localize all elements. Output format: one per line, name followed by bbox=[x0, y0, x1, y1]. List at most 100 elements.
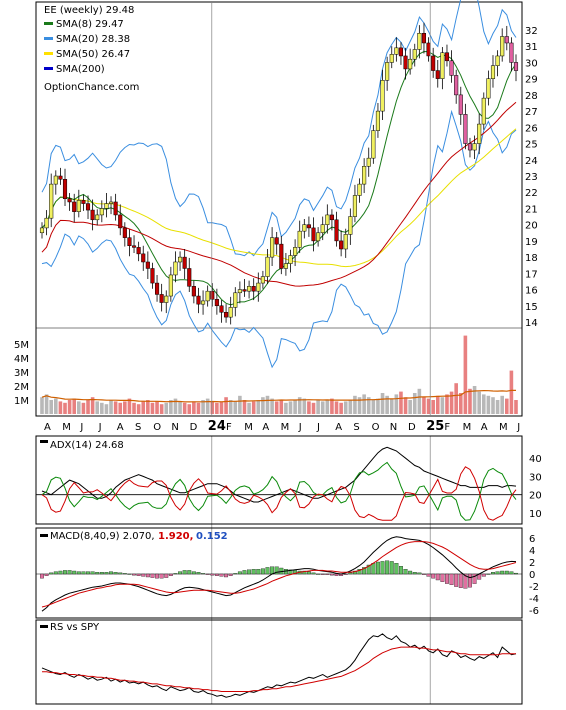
macd-hist-bar-50 bbox=[270, 566, 275, 575]
macd-hist-bar-17 bbox=[118, 572, 123, 575]
volume-bar-8 bbox=[77, 401, 81, 414]
month-label-23: M bbox=[463, 422, 472, 433]
macd-hist-bar-29 bbox=[173, 573, 178, 575]
candle-body-30 bbox=[178, 256, 183, 263]
month-label-14: J bbox=[298, 422, 302, 433]
candle-body-82 bbox=[417, 32, 422, 50]
adx-title: ADX(14) 24.68 bbox=[50, 440, 124, 451]
candle-body-67 bbox=[348, 216, 353, 235]
macd-tick-4: 4 bbox=[529, 546, 535, 557]
adx-line bbox=[41, 446, 517, 503]
price-tick-27: 27 bbox=[525, 107, 538, 118]
candle-body-95 bbox=[477, 123, 482, 144]
candle-body-83 bbox=[421, 32, 427, 44]
candle-body-56 bbox=[297, 230, 302, 248]
month-label-0: A bbox=[44, 422, 51, 433]
macd-hist-bar-4 bbox=[58, 570, 63, 575]
macd-hist-bar-16 bbox=[113, 572, 118, 575]
candle-body-91 bbox=[458, 94, 463, 115]
volume-bar-19 bbox=[127, 398, 132, 414]
candle-body-55 bbox=[293, 247, 298, 256]
macd-hist-bar-90 bbox=[454, 573, 459, 587]
price-tick-16: 16 bbox=[525, 286, 538, 297]
macd-hist-bar-32 bbox=[187, 570, 192, 575]
macd-hist-bar-0 bbox=[40, 573, 44, 579]
macd-hist-bar-99 bbox=[495, 571, 500, 575]
volume-bar-85 bbox=[431, 400, 435, 414]
volume-bar-7 bbox=[72, 398, 77, 414]
macd-hist-bar-68 bbox=[352, 570, 357, 575]
macd-hist-bar-42 bbox=[233, 573, 238, 575]
volume-bar-62 bbox=[325, 400, 330, 414]
volume-bar-49 bbox=[265, 395, 270, 414]
price-axis: 32 31 30 29 28 27 26 25 24 23 22 21 20 19 18 17 16 15 14 bbox=[525, 26, 538, 329]
macd-hist-bar-41 bbox=[228, 573, 233, 576]
volume-bar-82 bbox=[417, 388, 422, 414]
macd-hist-bar-64 bbox=[334, 573, 339, 576]
month-label-20: D bbox=[408, 422, 416, 433]
volume-bar-0 bbox=[40, 397, 44, 414]
upper-band-line bbox=[41, 0, 517, 257]
month-label-10: F bbox=[226, 422, 232, 433]
macd-hist-bar-2 bbox=[49, 572, 54, 575]
volume-bar-71 bbox=[366, 397, 371, 414]
candle-body-23 bbox=[145, 261, 150, 269]
macd-title: MACD(8,40,9) 2.070, bbox=[50, 531, 155, 542]
adx-panel-frame bbox=[35, 435, 523, 525]
volume-bar-12 bbox=[95, 401, 100, 414]
candle-body-25 bbox=[154, 282, 160, 295]
candle-body-93 bbox=[467, 143, 473, 151]
candle-body-8 bbox=[76, 200, 81, 212]
candle-body-96 bbox=[481, 97, 486, 125]
candle-body-2 bbox=[49, 183, 54, 219]
candle-body-53 bbox=[283, 263, 288, 269]
legend-label-0: SMA(8) 29.47 bbox=[56, 19, 124, 30]
macd-hist-bar-9 bbox=[81, 571, 86, 575]
volume-bar-72 bbox=[371, 400, 376, 414]
price-tick-21: 21 bbox=[525, 204, 538, 215]
candle-body-57 bbox=[302, 224, 307, 232]
macd-hist-bar-45 bbox=[247, 569, 252, 575]
candle-body-48 bbox=[260, 276, 265, 284]
candle-body-60 bbox=[316, 232, 321, 242]
candle-body-14 bbox=[104, 203, 109, 209]
macd-hist-bar-13 bbox=[99, 572, 104, 575]
macd-hist-bar-35 bbox=[201, 573, 206, 575]
candle-body-3 bbox=[53, 175, 58, 185]
volume-average-line bbox=[41, 389, 517, 403]
volume-bar-93 bbox=[468, 388, 472, 414]
candle-body-90 bbox=[454, 75, 459, 96]
lower-band-line bbox=[41, 109, 517, 369]
macd-hist-bar-93 bbox=[468, 573, 472, 588]
volume-layer bbox=[40, 335, 518, 414]
macd-hist-bar-30 bbox=[178, 571, 183, 575]
macd-hist-bar-38 bbox=[214, 573, 219, 576]
volume-bar-79 bbox=[403, 397, 408, 414]
volume-bar-98 bbox=[491, 397, 495, 414]
month-label-8: D bbox=[190, 422, 198, 433]
volume-bar-36 bbox=[205, 398, 210, 414]
candle-body-29 bbox=[173, 261, 178, 276]
legend-label-3: SMA(200) bbox=[56, 64, 105, 75]
month-label-18: O bbox=[372, 422, 380, 433]
candle-body-33 bbox=[191, 286, 196, 297]
legend-label-1: SMA(20) 28.38 bbox=[56, 34, 130, 45]
macd-hist-bar-47 bbox=[256, 569, 261, 575]
candle-body-92 bbox=[463, 114, 468, 144]
volume-bar-45 bbox=[247, 402, 251, 414]
volume-bar-17 bbox=[118, 402, 123, 414]
volume-bar-65 bbox=[339, 402, 343, 414]
candle-body-61 bbox=[320, 224, 325, 234]
candle-body-74 bbox=[380, 80, 385, 112]
price-tick-32: 32 bbox=[525, 26, 538, 37]
macd-hist-bar-94 bbox=[472, 573, 477, 584]
candle-body-64 bbox=[334, 219, 339, 242]
volume-bar-66 bbox=[343, 401, 348, 414]
volume-bar-87 bbox=[440, 397, 445, 414]
macd-legend-swatch bbox=[40, 534, 48, 537]
month-label-15: J bbox=[316, 422, 320, 433]
volume-bar-78 bbox=[399, 391, 403, 414]
candle-body-38 bbox=[214, 299, 219, 307]
month-label-24: A bbox=[481, 422, 488, 433]
candle-body-68 bbox=[352, 195, 357, 217]
